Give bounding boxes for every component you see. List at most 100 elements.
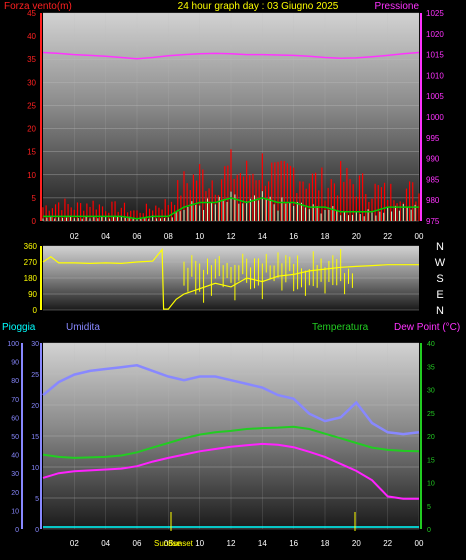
x-tick-label: 20 — [352, 539, 361, 548]
x-tick-label: 22 — [383, 232, 392, 241]
x-tick-label: 10 — [195, 232, 204, 241]
humidity-axis-title: Umidita — [66, 322, 100, 333]
y-left-tick-label: 15 — [27, 148, 36, 157]
x-tick-label: 06 — [133, 232, 142, 241]
compass-n-bottom: N — [436, 305, 444, 317]
dewpoint-axis-title: Dew Point (°C) — [394, 322, 460, 333]
x-tick-label: 14 — [258, 232, 267, 241]
y-left-tick-label: 20 — [27, 125, 36, 134]
humidity-tick-label: 100 — [7, 341, 19, 348]
y-right-tick-label: 985 — [426, 175, 440, 184]
y-right-tick-label: 980 — [426, 196, 440, 205]
dewpoint-line — [42, 442, 419, 500]
humidity-tick-label: 20 — [11, 490, 19, 497]
y-right-tick-label: 1015 — [426, 51, 444, 60]
compass-w: W — [435, 257, 446, 269]
temperature-tick-label: 10 — [427, 481, 435, 488]
temperature-tick-label: 40 — [427, 341, 435, 348]
y-left-tick-label: 40 — [27, 32, 36, 41]
wind-axis-title: Forza vento(m) — [4, 1, 72, 12]
humidity-tick-label: 90 — [11, 360, 19, 367]
x-tick-label: 00 — [415, 232, 424, 241]
humidity-line — [42, 364, 420, 436]
x-tick-label: 06 — [133, 539, 142, 548]
avg-wind-line — [43, 197, 419, 220]
compass-e: E — [436, 289, 443, 301]
temperature-axis-title: Temperatura — [312, 322, 369, 333]
x-tick-label: 20 — [352, 232, 361, 241]
y-right-tick-label: 975 — [426, 217, 440, 226]
y-tick-label: 90 — [28, 290, 37, 299]
y-left-tick-label: 10 — [27, 171, 36, 180]
y-tick-label: 360 — [24, 242, 38, 251]
rain-tick-label: 20 — [31, 403, 39, 410]
x-tick-label: 18 — [321, 539, 330, 548]
x-tick-label: 02 — [70, 232, 79, 241]
rain-tick-label: 25 — [31, 372, 39, 379]
humidity-tick-label: 70 — [11, 397, 19, 404]
wind-direction-panel: 0 90 180 270 360 N W S E N — [24, 241, 446, 317]
y-right-tick-label: 990 — [426, 155, 440, 164]
x-tick-label: 02 — [70, 539, 79, 548]
temperature-tick-label: 30 — [427, 388, 435, 395]
humidity-tick-label: 60 — [11, 415, 19, 422]
temperature-tick-label: 20 — [427, 434, 435, 441]
x-tick-label: 10 — [195, 539, 204, 548]
y-left-tick-label: 5 — [32, 194, 37, 203]
sunset-label: Sunset — [168, 539, 194, 548]
temperature-tick-label: 15 — [427, 457, 435, 464]
x-tick-label: 08 — [164, 539, 173, 548]
rain-tick-label: 5 — [35, 496, 39, 503]
compass-labels: N W S E N — [435, 241, 446, 317]
temperature-tick-label: 5 — [427, 504, 431, 511]
y-tick-label: 270 — [24, 258, 38, 267]
rain-tick-label: 0 — [35, 527, 39, 534]
y-right-tick-label: 995 — [426, 134, 440, 143]
x-tick-label: 14 — [258, 539, 267, 548]
rain-tick-label: 15 — [31, 434, 39, 441]
y-left-tick-label: 35 — [27, 55, 36, 64]
x-tick-label: 08 — [164, 232, 173, 241]
x-tick-label: 18 — [321, 232, 330, 241]
temperature-tick-label: 0 — [427, 527, 431, 534]
sunrise-label: Sunrise — [154, 539, 182, 548]
x-tick-label: 04 — [101, 232, 110, 241]
y-right-tick-label: 1005 — [426, 92, 444, 101]
chart-title: 24 hour graph day : 03 Giugno 2025 — [178, 1, 339, 12]
humidity-tick-label: 30 — [11, 471, 19, 478]
y-right-tick-label: 1000 — [426, 113, 444, 122]
temperature-tick-label: 25 — [427, 411, 435, 418]
rain-tick-label: 30 — [31, 341, 39, 348]
x-tick-label: 22 — [383, 539, 392, 548]
humidity-tick-label: 10 — [11, 508, 19, 515]
wind-pressure-panel: 0510152025303540459759809859909951000100… — [27, 9, 444, 241]
x-tick-label: 00 — [415, 539, 424, 548]
humidity-tick-label: 80 — [11, 378, 19, 385]
temperature-tick-label: 35 — [427, 364, 435, 371]
y-right-tick-label: 1020 — [426, 30, 444, 39]
x-tick-label: 12 — [227, 539, 236, 548]
y-left-tick-label: 45 — [27, 9, 36, 18]
x-tick-label: 04 — [101, 539, 110, 548]
y-left-tick-label: 25 — [27, 101, 36, 110]
y-tick-label: 0 — [33, 306, 38, 315]
humidity-tick-label: 40 — [11, 453, 19, 460]
y-right-tick-label: 1025 — [426, 9, 444, 18]
y-left-tick-label: 30 — [27, 78, 36, 87]
humidity-tick-label: 0 — [15, 527, 19, 534]
x-tick-label: 16 — [289, 232, 298, 241]
rain-tick-label: 10 — [31, 465, 39, 472]
y-right-tick-label: 1010 — [426, 71, 444, 80]
x-tick-label: 12 — [227, 232, 236, 241]
humidity-tick-label: 50 — [11, 434, 19, 441]
pressure-line — [42, 51, 420, 60]
rain-axis-title: Pioggia — [2, 322, 36, 333]
humidity-temperature-panel: 0102030405060708090100051015202530051015… — [7, 341, 435, 548]
y-tick-label: 180 — [24, 274, 38, 283]
pressure-axis-title: Pressione — [375, 1, 420, 12]
compass-s: S — [436, 273, 443, 285]
compass-n-top: N — [436, 241, 444, 253]
x-tick-label: 16 — [289, 539, 298, 548]
